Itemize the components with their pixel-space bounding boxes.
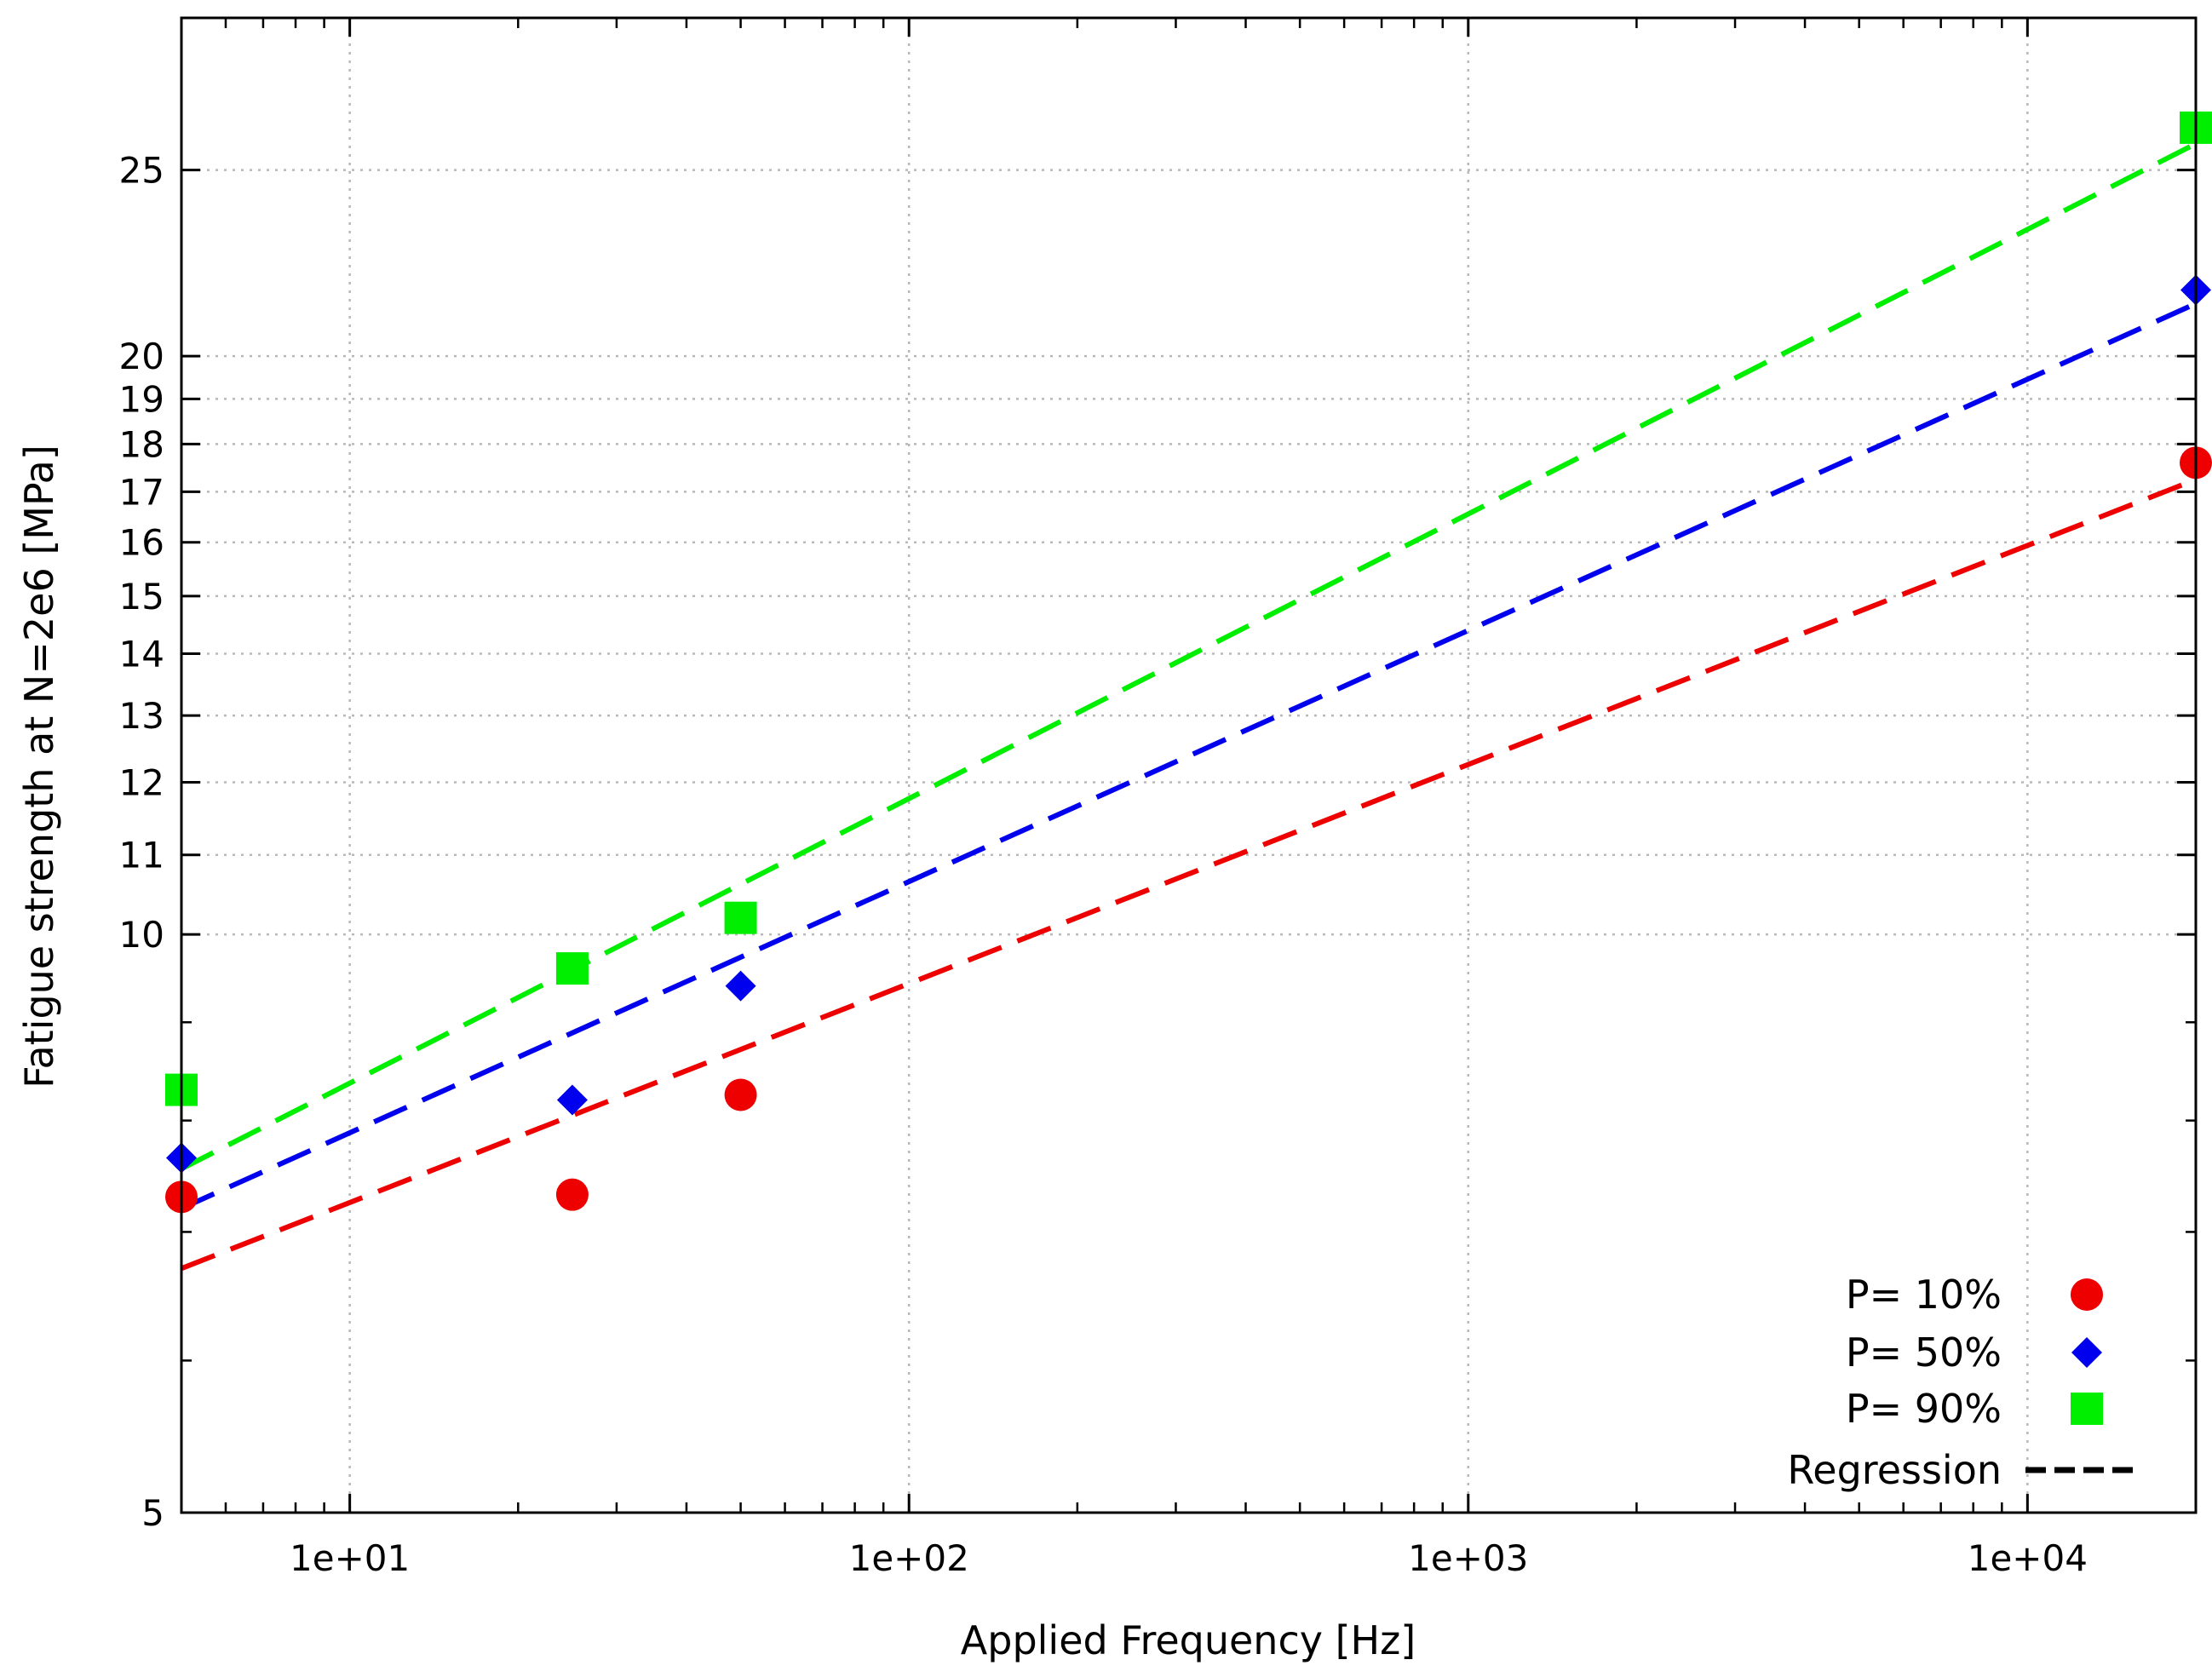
legend-label-1: P= 10% [1846,1272,2002,1318]
legend-label-3: P= 90% [1846,1386,2002,1432]
plot-frame [180,16,2198,1514]
data-point-s2-3 [725,970,756,1002]
y-tick-label: 18 [119,423,164,465]
legend-marker-3 [2071,1393,2103,1425]
y-tick-label: 20 [119,336,164,377]
regression-lines [180,141,2198,1272]
y-tick-label: 13 [119,695,164,737]
legend: P= 10% P= 50% P= 90% Regression [1787,1272,2140,1493]
legend-label-2: P= 50% [1846,1330,2002,1375]
legend-marker-2 [2071,1337,2102,1368]
data-point-s2-2 [556,1084,588,1116]
x-tick-label: 1e+04 [1968,1537,2088,1579]
regression-line-3 [180,141,2198,1172]
y-tick-label: 19 [119,378,164,420]
x-tick-label: 1e+02 [849,1537,969,1579]
y-tick-label: 17 [119,471,164,513]
legend-label-regression: Regression [1787,1447,2002,1493]
regression-line-1 [180,477,2198,1272]
legend-marker-1 [2071,1278,2103,1311]
y-tick-label: 11 [119,835,164,876]
y-tick-label: 15 [119,576,164,617]
x-tick-label: 1e+03 [1408,1537,1528,1579]
axis-ticks [181,18,2196,1514]
y-tick-label: 5 [141,1492,164,1534]
y-axis-title: Fatigue strength at N=2e6 [MPa] [16,445,62,1088]
y-tick-label: 16 [119,522,164,564]
x-tick-label: 1e+01 [290,1537,410,1579]
y-tick-label: 12 [119,761,164,803]
y-tick-label: 14 [119,634,164,675]
data-point-s3-2 [555,952,589,985]
data-point-s1-3 [724,1078,757,1111]
y-tick-label: 25 [119,150,164,192]
grid-lines [181,18,2196,1513]
y-tick-label: 10 [119,914,164,956]
data-points [165,111,2212,1214]
data-point-s1-2 [555,1178,589,1211]
data-point-s3-3 [724,901,757,934]
x-tick-labels: 1e+01 1e+02 1e+03 1e+04 [290,1537,2088,1579]
x-axis-title: Applied Frequency [Hz] [961,1617,1416,1663]
